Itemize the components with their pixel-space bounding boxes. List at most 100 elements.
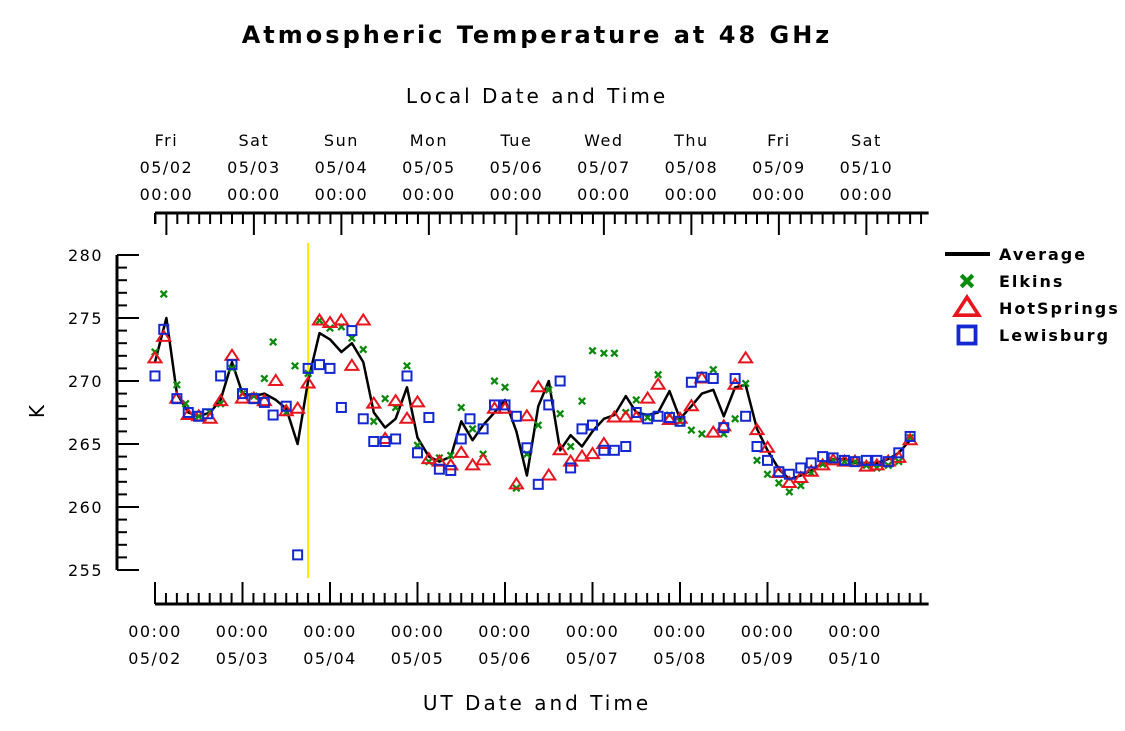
data-point-lewisburg	[620, 441, 632, 453]
data-point-elkins	[741, 379, 750, 388]
data-point-lewisburg	[433, 463, 445, 475]
data-point-hotsprings	[299, 375, 317, 389]
legend: Average Elkins HotSprings Lewisburg	[945, 245, 1120, 346]
data-point-hotsprings	[365, 395, 383, 409]
data-point-lewisburg	[499, 399, 511, 411]
data-point-lewisburg	[707, 372, 719, 384]
bottom-tick-date: 05/03	[216, 649, 270, 668]
bottom-tick-date: 05/07	[566, 649, 620, 668]
data-point-hotsprings	[354, 312, 372, 326]
data-point-lewisburg	[171, 393, 183, 405]
data-point-lewisburg	[664, 412, 675, 424]
bottom-tick-date: 05/05	[391, 649, 445, 668]
data-point-elkins	[643, 413, 652, 422]
top-tick-day: Fri	[767, 131, 791, 150]
data-point-hotsprings	[617, 409, 635, 423]
top-tick-time: 00:00	[577, 185, 631, 204]
data-point-lewisburg	[368, 435, 380, 447]
data-point-elkins	[654, 370, 663, 379]
data-point-hotsprings	[311, 312, 328, 326]
data-point-elkins	[752, 456, 762, 465]
data-point-elkins	[599, 349, 608, 358]
data-point-elkins	[490, 376, 499, 386]
data-point-lewisburg	[292, 549, 304, 561]
data-point-hotsprings	[683, 398, 700, 412]
top-tick-time: 00:00	[490, 185, 544, 204]
data-point-hotsprings	[518, 408, 536, 422]
data-point-lewisburg	[827, 452, 839, 464]
data-point-elkins	[588, 346, 597, 355]
data-point-lewisburg	[893, 447, 905, 459]
data-point-lewisburg	[576, 423, 588, 435]
data-point-lewisburg	[805, 457, 817, 469]
data-point-elkins	[446, 451, 455, 460]
top-tick-date: 05/10	[840, 158, 894, 177]
data-point-lewisburg	[718, 422, 730, 434]
data-point-lewisburg	[598, 444, 610, 456]
data-point-hotsprings	[824, 452, 842, 466]
top-tick-date: 05/04	[315, 158, 369, 177]
data-point-lewisburg	[412, 447, 423, 459]
data-point-hotsprings	[562, 453, 579, 467]
data-point-hotsprings	[595, 436, 613, 449]
data-point-elkins	[172, 380, 181, 389]
data-point-lewisburg	[740, 410, 752, 422]
plot-area	[146, 243, 919, 578]
top-tick-date: 05/07	[577, 158, 631, 177]
top-tick-date: 05/09	[752, 158, 806, 177]
bottom-tick-date: 05/10	[828, 649, 882, 668]
data-point-elkins	[577, 397, 587, 406]
data-point-elkins	[359, 345, 368, 354]
data-point-lewisburg	[445, 464, 457, 476]
legend-label-elkins: Elkins	[999, 272, 1064, 291]
data-point-lewisburg	[532, 478, 544, 490]
top-tick-day: Fri	[155, 131, 179, 150]
axes: 280 275 270 265 260 255 Fri 05/02 00:00 Sat 05/03 0…	[68, 131, 929, 668]
data-point-lewisburg	[751, 441, 763, 453]
data-point-hotsprings	[409, 394, 426, 408]
data-point-lewisburg	[817, 451, 829, 463]
data-point-hotsprings	[584, 446, 601, 460]
data-point-hotsprings	[343, 358, 361, 371]
data-point-lewisburg	[324, 362, 336, 374]
top-tick-time: 00:00	[315, 185, 369, 204]
data-point-lewisburg	[696, 371, 708, 383]
top-tick-time: 00:00	[665, 185, 719, 204]
data-point-lewisburg	[314, 359, 325, 371]
top-tick-time: 00:00	[227, 185, 281, 204]
data-point-lewisburg	[510, 410, 522, 422]
data-point-hotsprings	[661, 412, 678, 426]
top-tick-day: Mon	[410, 131, 448, 150]
y-tick-label: 255	[68, 561, 103, 580]
y-tick-label: 280	[68, 246, 103, 265]
top-tick-time: 00:00	[840, 185, 894, 204]
data-point-hotsprings	[573, 448, 591, 462]
data-point-lewisburg	[226, 359, 238, 371]
data-point-hotsprings	[901, 432, 919, 446]
data-point-hotsprings	[496, 400, 514, 414]
top-tick-day: Sat	[851, 131, 882, 150]
legend-label-hotsprings: HotSprings	[999, 299, 1120, 318]
data-point-lewisburg	[642, 413, 654, 425]
data-point-elkins	[468, 424, 477, 433]
bottom-tick-time: 00:00	[216, 622, 270, 641]
data-point-lewisburg	[565, 462, 577, 474]
data-point-lewisburg	[335, 401, 347, 413]
data-point-lewisburg	[587, 419, 598, 431]
data-point-lewisburg	[237, 388, 248, 400]
data-point-elkins	[159, 290, 168, 299]
data-point-elkins	[906, 433, 915, 442]
data-point-lewisburg	[267, 409, 279, 421]
bottom-tick-time: 00:00	[566, 622, 620, 641]
top-tick-time: 00:00	[752, 185, 806, 204]
data-point-lewisburg	[346, 325, 358, 337]
y-axis-title: K	[25, 402, 49, 418]
data-point-hotsprings	[223, 347, 241, 361]
data-point-lewisburg	[423, 412, 435, 424]
data-point-hotsprings	[267, 373, 285, 386]
bottom-tick-time: 00:00	[478, 622, 532, 641]
data-point-hotsprings	[508, 476, 525, 490]
data-point-elkins	[369, 417, 378, 426]
legend-swatch-elkins	[959, 273, 975, 289]
data-point-lewisburg	[258, 396, 270, 408]
